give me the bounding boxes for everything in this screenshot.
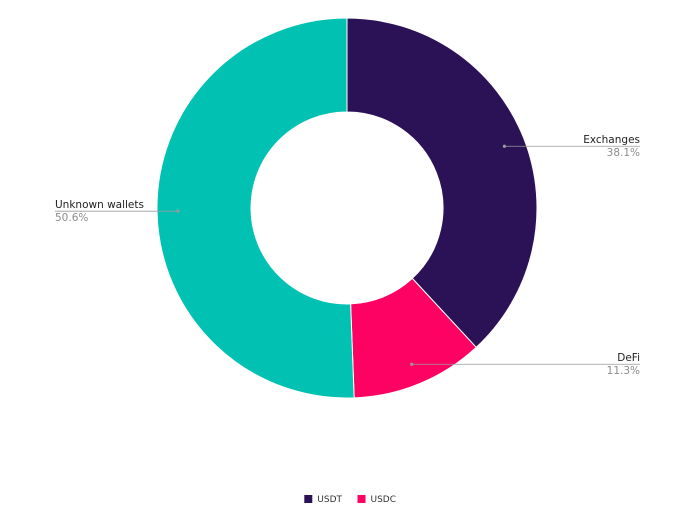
slice-label-defi: DeFi: [617, 352, 640, 364]
legend-item-usdt[interactable]: USDT: [304, 495, 343, 505]
slice-label-unknown-wallets: Unknown wallets: [55, 199, 144, 211]
slice-percent-unknown-wallets: 50.6%: [55, 212, 88, 224]
legend: USDT USDC: [304, 495, 396, 505]
legend-label-usdc: USDC: [371, 495, 397, 505]
slice-percent-exchanges: 38.1%: [607, 147, 640, 159]
slice-exchanges[interactable]: [346, 17, 538, 349]
legend-swatch-usdt: [304, 495, 313, 503]
legend-item-usdc[interactable]: USDC: [357, 495, 397, 505]
legend-label-usdt: USDT: [317, 495, 342, 505]
slices-layer: [156, 17, 538, 399]
slice-label-exchanges: Exchanges: [583, 134, 640, 146]
slice-unknown-wallets[interactable]: [156, 17, 355, 399]
legend-swatch-usdc: [357, 495, 366, 503]
slice-percent-defi: 11.3%: [607, 365, 640, 377]
